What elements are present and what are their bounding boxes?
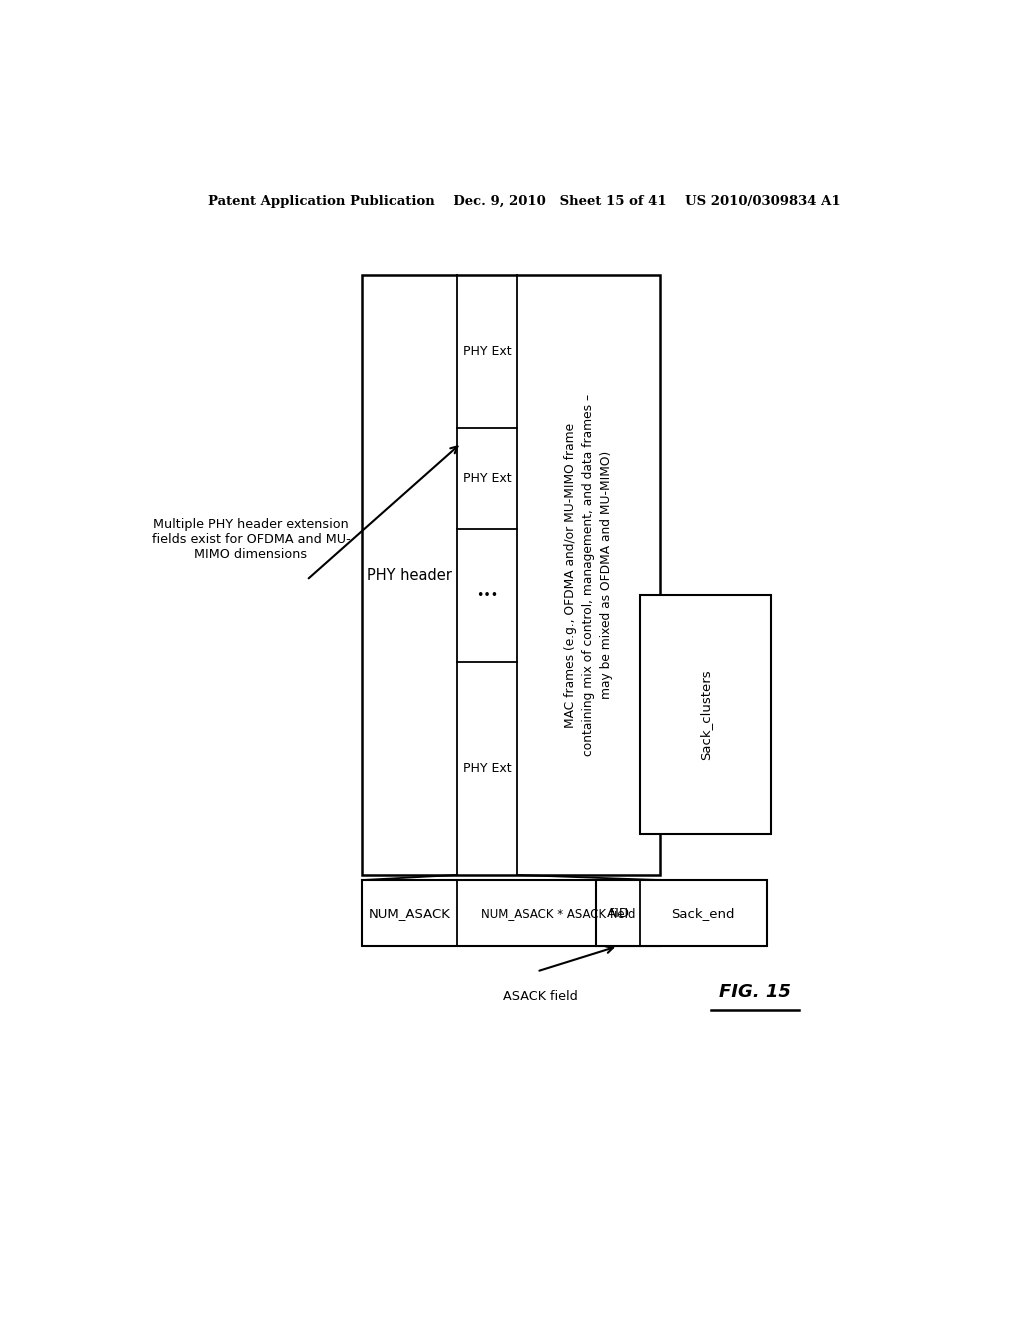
Bar bbox=[362, 880, 659, 946]
Text: PHY Ext: PHY Ext bbox=[463, 762, 511, 775]
Bar bbox=[362, 276, 659, 875]
Text: FIG. 15: FIG. 15 bbox=[719, 983, 791, 1001]
Text: Multiple PHY header extension
fields exist for OFDMA and MU-
MIMO dimensions: Multiple PHY header extension fields exi… bbox=[152, 517, 350, 561]
Bar bbox=[640, 595, 771, 834]
Text: NUM_ASACK: NUM_ASACK bbox=[369, 907, 451, 920]
Text: Patent Application Publication    Dec. 9, 2010   Sheet 15 of 41    US 2010/03098: Patent Application Publication Dec. 9, 2… bbox=[209, 194, 841, 207]
Text: NUM_ASACK * ASACK field: NUM_ASACK * ASACK field bbox=[481, 907, 636, 920]
Text: PHY Ext: PHY Ext bbox=[463, 345, 511, 358]
Text: Sack_clusters: Sack_clusters bbox=[698, 669, 712, 760]
Text: MAC frames (e.g., OFDMA and/or MU-MIMO frame
containing mix of control, manageme: MAC frames (e.g., OFDMA and/or MU-MIMO f… bbox=[564, 395, 612, 756]
Text: •••: ••• bbox=[476, 589, 498, 602]
Text: PHY Ext: PHY Ext bbox=[463, 473, 511, 484]
Text: AID: AID bbox=[606, 907, 630, 920]
Text: ASACK field: ASACK field bbox=[504, 990, 578, 1003]
Text: Sack_end: Sack_end bbox=[672, 907, 735, 920]
Bar bbox=[596, 880, 767, 946]
Text: PHY header: PHY header bbox=[368, 568, 453, 582]
